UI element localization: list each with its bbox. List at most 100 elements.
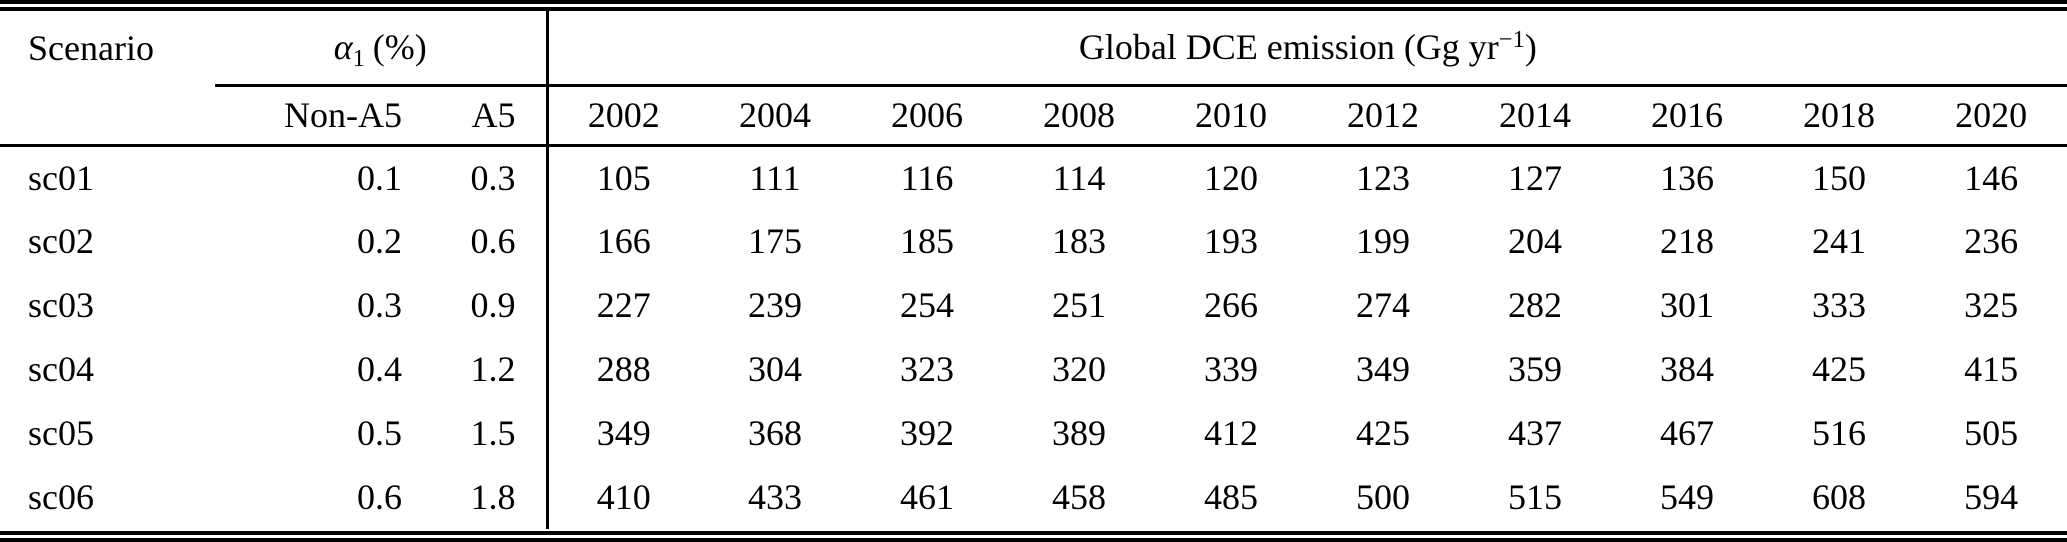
emission-value: 239 bbox=[748, 285, 803, 325]
year-header: 2014 bbox=[1459, 85, 1612, 147]
sub-header-row: Non-A5 A5 2002 2004 2006 2008 2010 2012 2014 20… bbox=[0, 85, 2067, 147]
year-header: 2008 bbox=[1003, 85, 1156, 147]
emission-value: 304 bbox=[748, 349, 803, 389]
emission-value: 218 bbox=[1660, 221, 1715, 261]
emission-value: 349 bbox=[545, 401, 700, 465]
a5-cell: 1.8 bbox=[470, 477, 516, 517]
emission-value: 458 bbox=[1052, 477, 1107, 517]
year-header: 2012 bbox=[1307, 85, 1460, 147]
table-row: sc03 0.3 0.9 227 239 254 251 266 274 282 301 333… bbox=[0, 273, 2067, 337]
table-header: Scenario α1 (%) Global DCE emission (Gg y… bbox=[0, 11, 2067, 147]
a5-cell: 0.9 bbox=[470, 285, 516, 325]
emission-value: 183 bbox=[1052, 221, 1107, 261]
alpha-unit: (%) bbox=[372, 27, 427, 68]
emission-value: 384 bbox=[1660, 349, 1715, 389]
emission-value: 349 bbox=[1356, 349, 1411, 389]
emission-value: 359 bbox=[1508, 349, 1563, 389]
scenario-cell: sc03 bbox=[28, 285, 94, 325]
emission-value: 199 bbox=[1356, 221, 1411, 261]
emission-value: 500 bbox=[1356, 477, 1411, 517]
emission-value: 236 bbox=[1964, 221, 2019, 261]
emission-value: 549 bbox=[1660, 477, 1715, 517]
emission-value: 412 bbox=[1204, 413, 1259, 453]
scenario-cell: sc06 bbox=[28, 477, 94, 517]
emission-value: 594 bbox=[1964, 477, 2019, 517]
emission-value: 288 bbox=[545, 337, 700, 401]
emission-value: 392 bbox=[900, 413, 955, 453]
emission-value: 204 bbox=[1508, 221, 1563, 261]
emission-value: 410 bbox=[545, 465, 700, 529]
scenario-cell: sc01 bbox=[28, 157, 94, 198]
emission-value: 105 bbox=[545, 145, 700, 209]
emission-value: 339 bbox=[1204, 349, 1259, 389]
non-a5-header: Non-A5 bbox=[215, 85, 420, 147]
table-row: sc05 0.5 1.5 349 368 392 389 412 425 437 467 516… bbox=[0, 401, 2067, 465]
alpha1-group-header: α1 (%) bbox=[215, 11, 548, 87]
non-a5-cell: 0.5 bbox=[357, 413, 402, 453]
emission-value: 120 bbox=[1204, 157, 1259, 198]
emission-value: 127 bbox=[1508, 157, 1563, 198]
scenario-header: Scenario bbox=[0, 11, 215, 147]
emission-value: 325 bbox=[1964, 285, 2019, 325]
table-row: sc06 0.6 1.8 410 433 461 458 485 500 515 549 608… bbox=[0, 465, 2067, 529]
emission-value: 323 bbox=[900, 349, 955, 389]
emission-value: 136 bbox=[1660, 157, 1715, 198]
alpha-symbol: α bbox=[333, 27, 353, 68]
year-header: 2018 bbox=[1763, 85, 1916, 147]
emission-value: 146 bbox=[1964, 157, 2019, 198]
emission-value: 415 bbox=[1964, 349, 2019, 389]
a5-cell: 1.5 bbox=[470, 413, 516, 453]
emission-value: 251 bbox=[1052, 285, 1107, 325]
year-header: 2016 bbox=[1611, 85, 1764, 147]
table-body: sc01 0.1 0.3 105 111 116 114 120 123 127 136 150… bbox=[0, 145, 2067, 529]
emission-value: 166 bbox=[545, 209, 700, 273]
emission-value: 241 bbox=[1812, 221, 1867, 261]
emission-value: 123 bbox=[1356, 157, 1411, 198]
non-a5-cell: 0.2 bbox=[357, 221, 402, 261]
table-row: sc02 0.2 0.6 166 175 185 183 193 199 204 218 241… bbox=[0, 209, 2067, 273]
non-a5-cell: 0.3 bbox=[357, 285, 402, 325]
emission-value: 608 bbox=[1812, 477, 1867, 517]
emission-value: 485 bbox=[1204, 477, 1259, 517]
year-header: 2004 bbox=[699, 85, 852, 147]
emission-value: 116 bbox=[900, 157, 954, 198]
scenario-cell: sc05 bbox=[28, 413, 94, 453]
emission-value: 425 bbox=[1812, 349, 1867, 389]
emission-group-header: Global DCE emission (Gg yr−1) bbox=[545, 11, 2067, 87]
emission-value: 185 bbox=[900, 221, 955, 261]
year-header: 2006 bbox=[851, 85, 1004, 147]
emission-value: 282 bbox=[1508, 285, 1563, 325]
a5-cell: 0.6 bbox=[470, 221, 516, 261]
alpha-subscript: 1 bbox=[352, 45, 365, 73]
table-row: sc04 0.4 1.2 288 304 323 320 339 349 359 384 425… bbox=[0, 337, 2067, 401]
emission-value: 368 bbox=[748, 413, 803, 453]
emission-value: 437 bbox=[1508, 413, 1563, 453]
a5-cell: 0.3 bbox=[470, 157, 516, 198]
table-row: sc01 0.1 0.3 105 111 116 114 120 123 127 136 150… bbox=[0, 145, 2067, 209]
emission-value: 425 bbox=[1356, 413, 1411, 453]
non-a5-cell: 0.4 bbox=[357, 349, 402, 389]
a5-cell: 1.2 bbox=[470, 349, 516, 389]
emission-value: 320 bbox=[1052, 349, 1107, 389]
data-table: Scenario α1 (%) Global DCE emission (Gg y… bbox=[0, 11, 2067, 529]
emission-value: 467 bbox=[1660, 413, 1715, 453]
year-header: 2002 bbox=[545, 85, 700, 147]
non-a5-cell: 0.1 bbox=[357, 157, 402, 198]
group-header-row: Scenario α1 (%) Global DCE emission (Gg y… bbox=[0, 11, 2067, 147]
year-header: 2020 bbox=[1915, 85, 2067, 147]
emission-value: 505 bbox=[1964, 413, 2019, 453]
emission-value: 516 bbox=[1812, 413, 1867, 453]
emission-exponent: −1 bbox=[1498, 26, 1525, 54]
scenario-cell: sc04 bbox=[28, 349, 94, 389]
emission-value: 175 bbox=[748, 221, 803, 261]
emission-value: 301 bbox=[1660, 285, 1715, 325]
emission-value: 111 bbox=[749, 157, 801, 198]
emission-value: 266 bbox=[1204, 285, 1259, 325]
emission-suffix: ) bbox=[1524, 27, 1537, 68]
emission-value: 433 bbox=[748, 477, 803, 517]
year-header: 2010 bbox=[1155, 85, 1308, 147]
emission-value: 114 bbox=[1052, 157, 1106, 198]
emission-value: 333 bbox=[1812, 285, 1867, 325]
emission-value: 461 bbox=[900, 477, 955, 517]
